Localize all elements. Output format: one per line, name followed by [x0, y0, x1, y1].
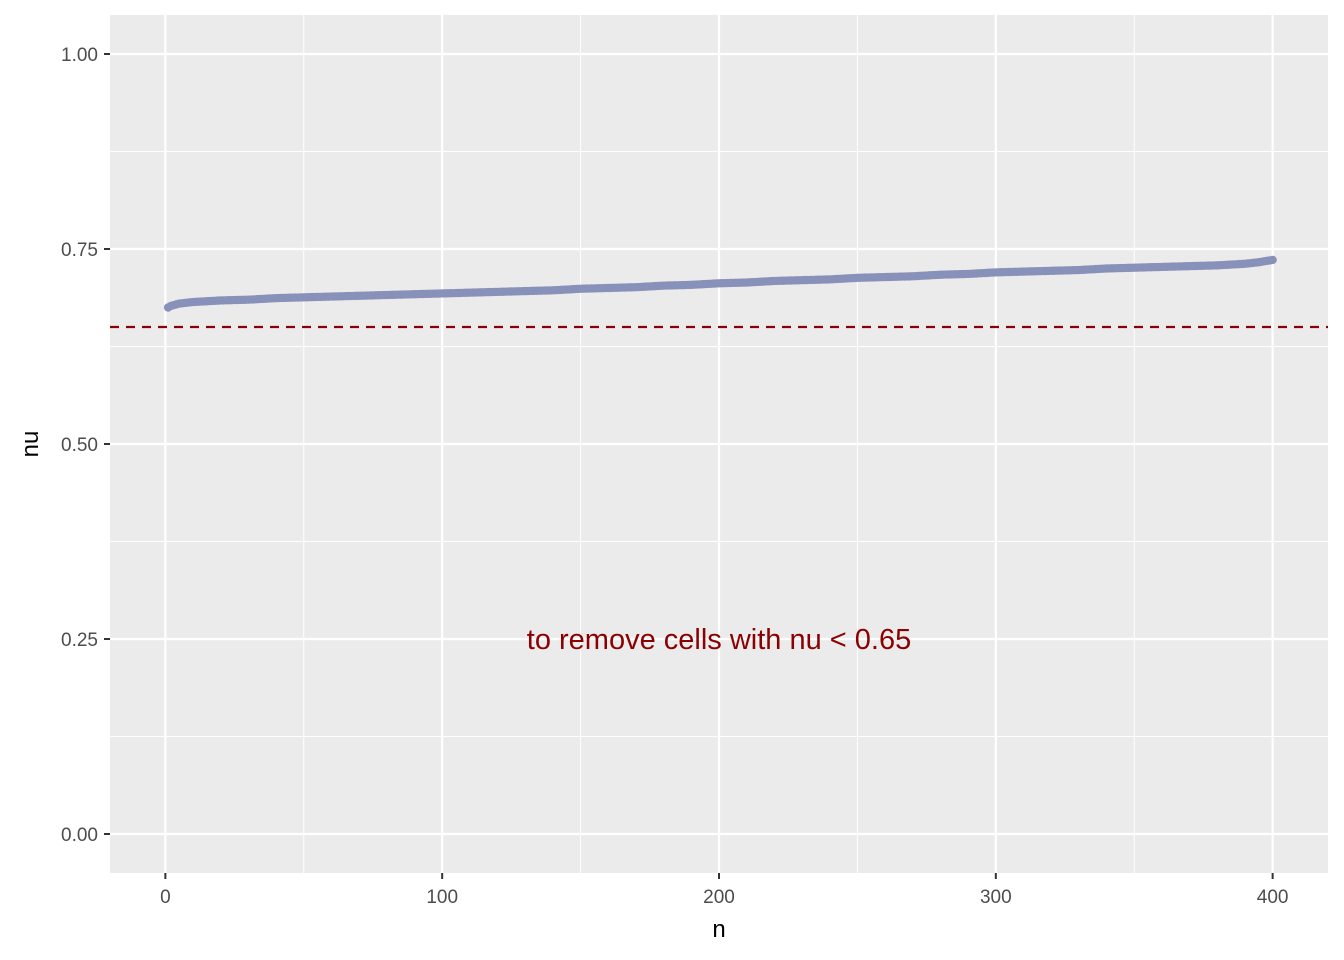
y-tick-label: 0.25: [61, 630, 98, 651]
x-axis: 0 100 200 300 400: [160, 873, 1288, 908]
x-tick-label: 200: [703, 887, 735, 908]
x-tick-label: 100: [426, 887, 458, 908]
threshold-annotation: to remove cells with nu < 0.65: [527, 624, 911, 656]
major-gridlines: [110, 15, 1328, 873]
x-tick-label: 400: [1257, 887, 1289, 908]
y-tick-label: 0.75: [61, 240, 98, 261]
x-tick-label: 300: [980, 887, 1012, 908]
y-axis-title: nu: [17, 431, 44, 458]
y-tick-label: 0.00: [61, 825, 98, 846]
x-axis-title: n: [712, 916, 725, 943]
y-axis: 0.00 0.25 0.50 0.75 1.00: [61, 45, 110, 846]
y-tick-label: 0.50: [61, 435, 98, 456]
data-points: [163, 255, 1277, 312]
x-tick-label: 0: [160, 887, 171, 908]
y-tick-label: 1.00: [61, 45, 98, 66]
data-point: [1268, 255, 1277, 265]
